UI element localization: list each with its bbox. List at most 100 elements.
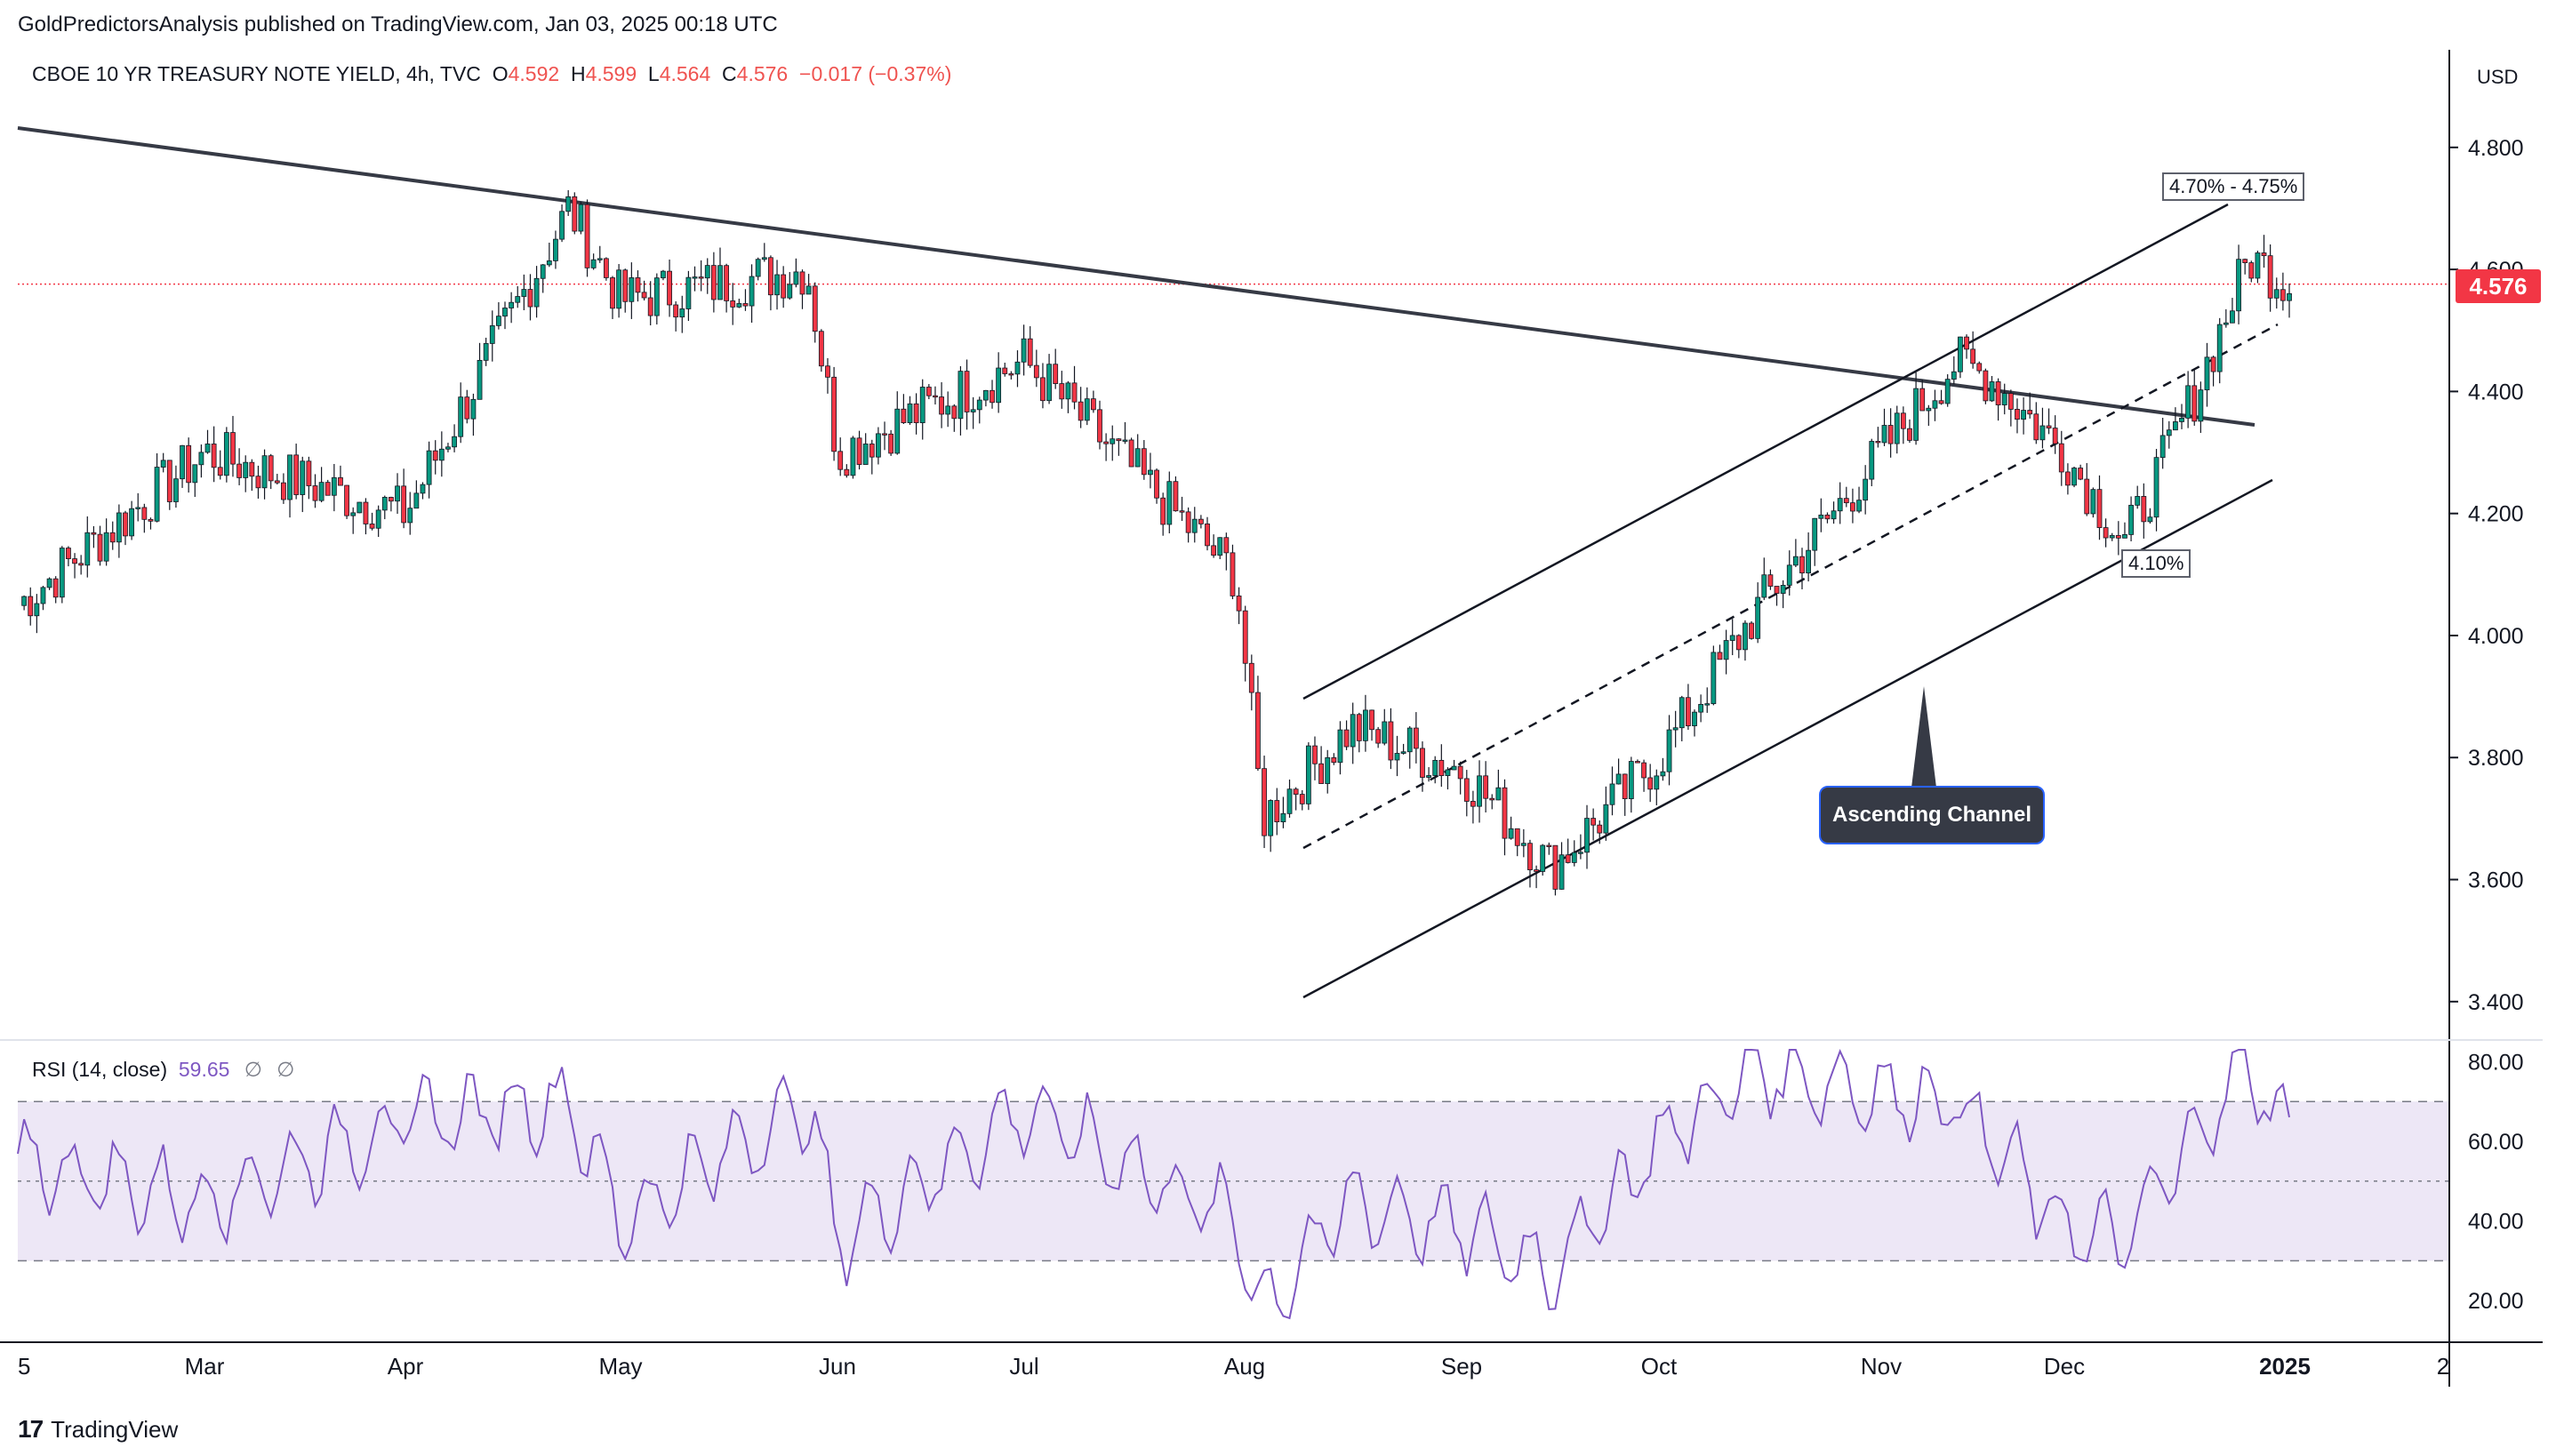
- candle-body[interactable]: [1400, 751, 1406, 754]
- candle-body[interactable]: [1615, 773, 1622, 785]
- candle-body[interactable]: [2159, 435, 2166, 459]
- candle-body[interactable]: [1711, 652, 1717, 705]
- candle-body[interactable]: [1540, 844, 1546, 872]
- candle-body[interactable]: [996, 367, 1002, 404]
- candle-body[interactable]: [2103, 527, 2109, 539]
- candle-body[interactable]: [438, 448, 445, 461]
- candle-body[interactable]: [1173, 481, 1179, 512]
- candle-body[interactable]: [1837, 498, 1843, 512]
- candle-body[interactable]: [2071, 468, 2077, 486]
- candle-body[interactable]: [192, 464, 198, 484]
- candle-body[interactable]: [1027, 338, 1033, 366]
- candle-body[interactable]: [91, 532, 97, 535]
- candle-body[interactable]: [489, 324, 495, 344]
- candle-body[interactable]: [1337, 729, 1343, 764]
- candle-body[interactable]: [217, 467, 223, 476]
- candle-body[interactable]: [1622, 773, 1628, 800]
- candle-body[interactable]: [907, 403, 913, 423]
- candle-body[interactable]: [1603, 804, 1609, 834]
- candle-body[interactable]: [1432, 759, 1438, 776]
- candle-body[interactable]: [856, 437, 862, 465]
- candle-body[interactable]: [1894, 412, 1900, 444]
- candle-body[interactable]: [1457, 765, 1463, 780]
- candle-body[interactable]: [1040, 377, 1046, 402]
- candle-body[interactable]: [1230, 552, 1236, 596]
- candle-body[interactable]: [72, 558, 77, 564]
- candle-body[interactable]: [1926, 407, 1932, 412]
- candle-body[interactable]: [951, 405, 957, 420]
- candle-body[interactable]: [1299, 794, 1305, 804]
- candle-body[interactable]: [1008, 373, 1014, 376]
- candle-body[interactable]: [1799, 556, 1805, 573]
- candle-body[interactable]: [622, 269, 629, 302]
- candle-body[interactable]: [306, 460, 312, 486]
- candle-body[interactable]: [395, 485, 400, 502]
- candle-body[interactable]: [894, 408, 901, 454]
- candle-body[interactable]: [565, 196, 572, 212]
- candle-body[interactable]: [1679, 697, 1685, 729]
- candle-body[interactable]: [2128, 504, 2134, 535]
- candle-body[interactable]: [1502, 787, 1508, 839]
- candle-body[interactable]: [46, 578, 52, 588]
- candle-body[interactable]: [2039, 425, 2046, 441]
- candle-body[interactable]: [281, 482, 286, 500]
- candle-body[interactable]: [1647, 777, 1654, 790]
- candle-body[interactable]: [1812, 517, 1818, 551]
- candle-body[interactable]: [401, 485, 407, 524]
- candle-body[interactable]: [2242, 259, 2248, 264]
- candle-body[interactable]: [781, 274, 787, 299]
- candle-body[interactable]: [1698, 703, 1704, 713]
- candle-body[interactable]: [1394, 753, 1400, 761]
- candle-body[interactable]: [141, 507, 148, 520]
- candle-body[interactable]: [97, 533, 103, 562]
- candle-body[interactable]: [1211, 545, 1217, 556]
- candle-body[interactable]: [2141, 496, 2147, 523]
- candle-body[interactable]: [1514, 828, 1520, 846]
- candle-body[interactable]: [2255, 252, 2261, 279]
- candle-body[interactable]: [2084, 478, 2090, 515]
- candle-body[interactable]: [148, 518, 154, 522]
- candle-body[interactable]: [635, 277, 641, 293]
- candle-body[interactable]: [458, 396, 464, 437]
- candle-body[interactable]: [578, 204, 584, 232]
- candle-body[interactable]: [1944, 379, 1951, 404]
- candle-body[interactable]: [629, 277, 635, 302]
- candle-body[interactable]: [964, 371, 970, 412]
- candle-body[interactable]: [1749, 622, 1754, 639]
- candle-body[interactable]: [1786, 564, 1792, 586]
- candle-body[interactable]: [1445, 769, 1451, 776]
- candle-body[interactable]: [2223, 322, 2229, 325]
- candle-body[interactable]: [2191, 385, 2198, 422]
- candle-body[interactable]: [1590, 818, 1597, 826]
- candle-body[interactable]: [1989, 381, 1995, 402]
- candle-body[interactable]: [2015, 409, 2020, 420]
- candle-body[interactable]: [2065, 471, 2071, 486]
- candle-body[interactable]: [546, 260, 552, 266]
- candle-body[interactable]: [1976, 363, 1983, 372]
- candle-body[interactable]: [1552, 844, 1558, 890]
- candle-body[interactable]: [831, 376, 837, 452]
- candle-body[interactable]: [2179, 417, 2184, 422]
- candle-body[interactable]: [1286, 788, 1293, 814]
- candle-body[interactable]: [1046, 364, 1052, 402]
- candle-body[interactable]: [799, 271, 805, 295]
- candle-body[interactable]: [698, 276, 704, 279]
- candle-body[interactable]: [882, 433, 887, 436]
- candle-body[interactable]: [1122, 439, 1128, 442]
- candle-body[interactable]: [2135, 496, 2141, 506]
- candle-body[interactable]: [1875, 441, 1881, 444]
- candle-body[interactable]: [2001, 393, 2007, 405]
- candle-body[interactable]: [862, 444, 869, 465]
- candle-body[interactable]: [255, 476, 261, 489]
- candle-body[interactable]: [1470, 801, 1476, 807]
- candle-body[interactable]: [1059, 383, 1065, 400]
- candle-body[interactable]: [1692, 711, 1697, 726]
- candle-body[interactable]: [1160, 497, 1166, 525]
- candle-body[interactable]: [527, 289, 533, 308]
- candle-body[interactable]: [1388, 721, 1394, 761]
- candle-body[interactable]: [1850, 502, 1855, 512]
- candle-body[interactable]: [1584, 818, 1590, 853]
- candle-body[interactable]: [1356, 714, 1362, 741]
- candle-body[interactable]: [293, 454, 300, 495]
- candle-body[interactable]: [793, 271, 799, 285]
